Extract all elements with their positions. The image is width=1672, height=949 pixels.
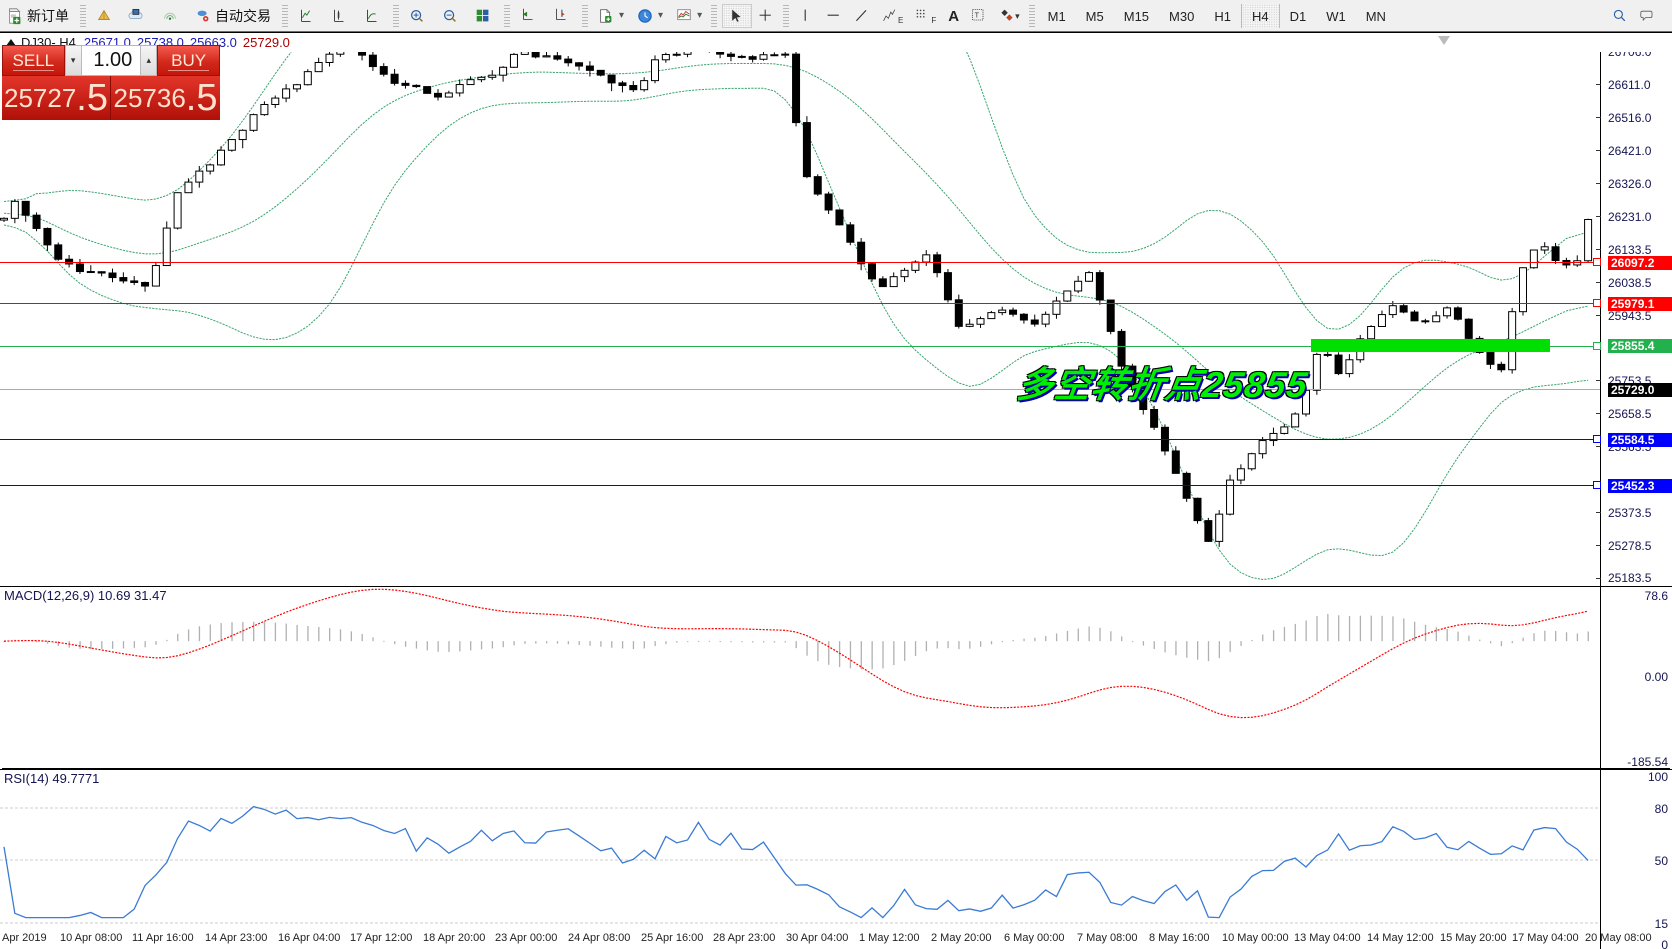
svg-text:T: T	[975, 11, 980, 20]
